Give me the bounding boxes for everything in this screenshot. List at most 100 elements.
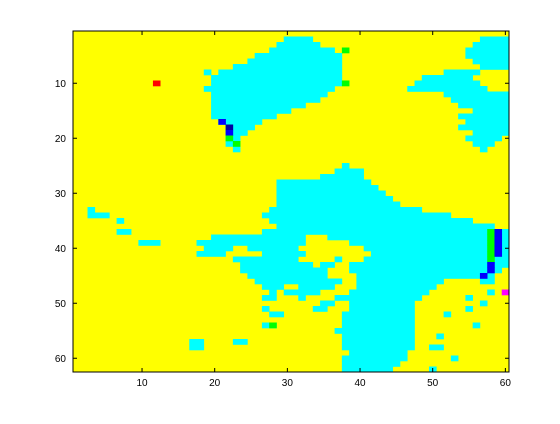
heatmap-cell-run bbox=[261, 284, 285, 290]
heatmap-cell-run bbox=[87, 207, 96, 213]
x-tick-label: 30 bbox=[282, 378, 294, 389]
heatmap-cell-run bbox=[458, 124, 510, 131]
heatmap-cell-run bbox=[363, 245, 510, 252]
heatmap-cell-run bbox=[211, 113, 277, 120]
heatmap-cell-run bbox=[443, 69, 481, 76]
heatmap-cell-run bbox=[349, 240, 510, 246]
heatmap-cell-run bbox=[254, 278, 343, 285]
heatmap-cell-run bbox=[320, 300, 335, 307]
heatmap-cell-blue bbox=[494, 234, 503, 241]
y-axis-tick-labels: 10 20 30 40 50 60 bbox=[55, 79, 67, 365]
y-tick-label: 30 bbox=[55, 189, 67, 200]
heatmap-cell-blue bbox=[494, 251, 503, 257]
heatmap-cell-run bbox=[261, 229, 510, 235]
x-tick-label: 50 bbox=[427, 378, 439, 389]
heatmap-cell-blue bbox=[225, 130, 234, 136]
heatmap-cell-run bbox=[211, 102, 306, 109]
heatmap-cell-darkblue bbox=[225, 124, 234, 131]
heatmap-cell-run bbox=[240, 262, 314, 268]
heatmap-cell-run bbox=[465, 119, 510, 125]
heatmap-cell-run bbox=[341, 339, 415, 345]
y-tick-label: 20 bbox=[55, 134, 67, 145]
heatmap-cell-run bbox=[334, 295, 350, 301]
heatmap-cell-blue bbox=[494, 245, 503, 252]
heatmap-cell-run bbox=[465, 135, 503, 142]
y-tick-label: 60 bbox=[55, 354, 67, 365]
heatmap-cell-blue bbox=[479, 273, 488, 279]
heatmap-cell-run bbox=[341, 322, 415, 329]
heatmap-cell-run bbox=[211, 91, 328, 98]
heatmap-cell-blue bbox=[494, 229, 503, 235]
heatmap-cell-run bbox=[429, 344, 444, 351]
heatmap-cell-run bbox=[341, 344, 415, 351]
heatmap-cell-green bbox=[487, 240, 495, 246]
axis-ticks bbox=[73, 31, 509, 372]
heatmap-cell-green bbox=[225, 135, 234, 142]
heatmap-cell-run bbox=[341, 333, 415, 340]
heatmap-cell-run bbox=[479, 300, 488, 307]
heatmap-cell-run bbox=[334, 168, 364, 175]
heatmap-cell-run bbox=[472, 130, 510, 136]
heatmap-cell-run bbox=[370, 251, 510, 257]
heatmap-cell-run bbox=[276, 179, 372, 186]
heatmap-cell-run bbox=[283, 289, 321, 296]
heatmap-cell-run bbox=[269, 218, 473, 224]
heatmap-cell-run bbox=[349, 267, 503, 274]
heatmap-cell-run bbox=[479, 64, 510, 70]
heatmap-cell-run bbox=[472, 141, 495, 147]
x-tick-label: 10 bbox=[136, 378, 148, 389]
heatmap-cell-run bbox=[334, 256, 343, 263]
heatmap-cell-run bbox=[298, 284, 335, 290]
heatmap-cell-magenta bbox=[501, 289, 510, 296]
heatmap-cell-run bbox=[443, 311, 452, 318]
heatmap-cell-red bbox=[152, 80, 161, 87]
heatmap-cell-run bbox=[407, 86, 488, 92]
heatmap-cell-run bbox=[261, 306, 270, 312]
x-tick-label: 40 bbox=[354, 378, 366, 389]
heatmap-cell-run bbox=[356, 273, 495, 279]
heatmap-cell-run bbox=[334, 328, 415, 334]
heatmap-cell-run bbox=[232, 339, 248, 345]
heatmap-cells bbox=[73, 31, 510, 373]
heatmap-cell-run bbox=[261, 295, 277, 301]
heatmap-cell-run bbox=[218, 119, 263, 125]
heatmap-cell-run bbox=[349, 300, 415, 307]
heatmap-cell-green bbox=[232, 141, 241, 147]
heatmap-cell-run bbox=[349, 289, 430, 296]
heatmap-cell-run bbox=[232, 64, 343, 70]
heatmap-cell-run bbox=[269, 207, 423, 213]
heatmap-cell-run bbox=[341, 311, 415, 318]
heatmap-cell-run bbox=[211, 75, 343, 81]
heatmap-cell-run bbox=[283, 36, 314, 43]
plot-frame bbox=[72, 30, 510, 373]
heatmap-cell-blue bbox=[494, 240, 503, 246]
heatmap-cell-run bbox=[465, 306, 473, 312]
heatmap-cell-run bbox=[472, 108, 510, 114]
heatmap-cell-run bbox=[203, 69, 212, 76]
heatmap-cell-run bbox=[450, 355, 459, 362]
heatmap-cell-run bbox=[414, 80, 481, 87]
heatmap-cell-run bbox=[189, 344, 205, 351]
heatmap-cell-run bbox=[356, 284, 437, 290]
heatmap-cell-run bbox=[87, 212, 110, 219]
heatmap-cell-run bbox=[232, 256, 299, 263]
heatmap-cell-run bbox=[465, 53, 510, 59]
heatmap-cell-run bbox=[341, 366, 394, 373]
heatmap-cell-green bbox=[341, 80, 350, 87]
heatmap-cell-run bbox=[232, 146, 241, 153]
heatmap-cell-run bbox=[196, 251, 226, 257]
heatmap-cell-run bbox=[363, 256, 510, 263]
heatmap-cell-run bbox=[472, 58, 510, 65]
heatmap-cell-run bbox=[349, 295, 423, 301]
heatmap-cell-run bbox=[269, 289, 277, 296]
heatmap-cell-run bbox=[349, 306, 415, 312]
heatmap-cell-run bbox=[116, 218, 125, 224]
heatmap-cell-green bbox=[487, 229, 495, 235]
heatmap-cell-run bbox=[240, 267, 328, 274]
heatmap-cell-run bbox=[247, 273, 328, 279]
heatmap-cell-run bbox=[487, 289, 495, 296]
heatmap-cell-run bbox=[261, 251, 306, 257]
heatmap-cell-run bbox=[327, 234, 510, 241]
heatmap-cell-run bbox=[341, 317, 415, 323]
heatmap-cell-run bbox=[276, 185, 379, 191]
